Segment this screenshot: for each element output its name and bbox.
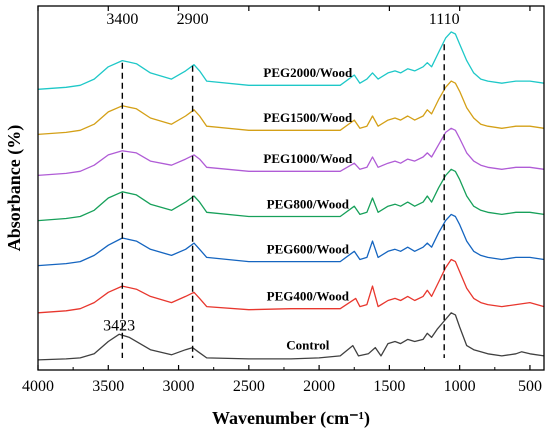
series-line-1 [37,258,545,314]
x-tick-label-3000: 3000 [163,378,195,395]
series-layer [37,31,545,361]
series-label-0: Control [286,338,329,353]
series-line-2 [37,213,545,267]
series-label-5: PEG1500/Wood [263,110,353,125]
series-line-0 [37,312,545,361]
plot-frame [37,5,545,371]
series-label-4: PEG1000/Wood [263,151,353,166]
series-line-5 [37,80,545,136]
peak-label-3400: 3400 [106,11,138,28]
peak-label-1110: 1110 [429,11,460,28]
x-tick-label-1500: 1500 [373,378,405,395]
x-axis-ticks: 4000 3500 3000 2500 2000 1500 1000 500 [22,6,542,395]
series-line-3 [37,168,545,222]
x-tick-label-500: 500 [518,378,542,395]
series-line-4 [37,127,545,177]
x-tick-label-1000: 1000 [444,378,476,395]
x-axis-title: Wavenumber (cm⁻¹) [212,408,370,429]
y-axis-title: Absorbance (%) [4,125,25,252]
x-tick-label-2000: 2000 [303,378,335,395]
series-label-1: PEG400/Wood [267,289,350,304]
reference-lines: 3400 2900 1110 3423 [103,11,460,358]
peak-label-2900: 2900 [177,11,209,28]
annotation-3423: 3423 [103,317,135,334]
x-tick-label-2500: 2500 [233,378,265,395]
x-tick-label-3500: 3500 [92,378,124,395]
series-label-6: PEG2000/Wood [263,65,353,80]
series-label-2: PEG600/Wood [267,241,350,256]
series-line-6 [37,31,545,90]
series-labels: Control PEG400/Wood PEG600/Wood PEG800/Wood… [263,65,353,353]
series-label-3: PEG800/Wood [267,196,350,211]
x-tick-label-4000: 4000 [22,378,54,395]
